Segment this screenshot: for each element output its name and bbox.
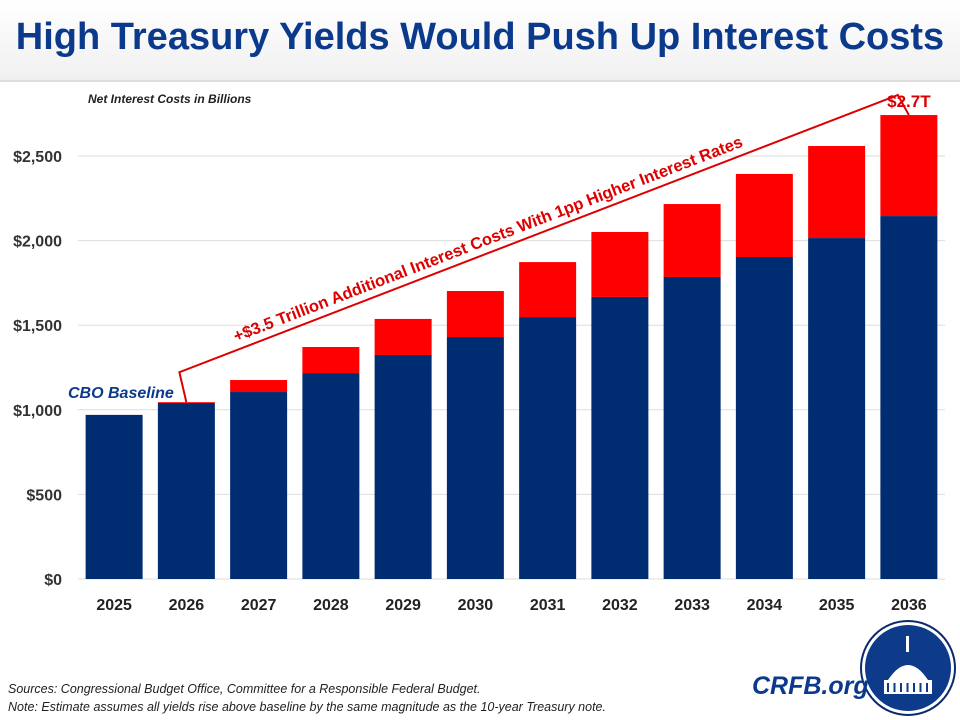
x-tick-label: 2034 bbox=[747, 597, 783, 614]
y-tick-label: $2,500 bbox=[13, 149, 62, 166]
total-label-2036: $2.7T bbox=[887, 92, 931, 111]
bar-additional-2029 bbox=[374, 318, 432, 355]
bar-additional-2035 bbox=[808, 146, 866, 239]
y-tick-label: $500 bbox=[26, 487, 62, 504]
x-tick-label: 2030 bbox=[458, 597, 494, 614]
bar-additional-2030 bbox=[446, 291, 504, 338]
x-tick-label: 2026 bbox=[169, 597, 205, 614]
y-tick-label: $1,000 bbox=[13, 403, 62, 420]
site-link[interactable]: CRFB.org bbox=[752, 672, 869, 700]
y-tick-label: $1,500 bbox=[13, 318, 62, 335]
x-tick-label: 2029 bbox=[385, 597, 421, 614]
bar-additional-2028 bbox=[302, 347, 360, 374]
y-tick-label: $2,000 bbox=[13, 234, 62, 251]
bar-additional-2032 bbox=[591, 231, 649, 297]
bar-baseline-2028 bbox=[302, 373, 360, 579]
bar-baseline-2031 bbox=[519, 317, 577, 579]
x-tick-label: 2033 bbox=[674, 597, 710, 614]
sources-text: Sources: Congressional Budget Office, Co… bbox=[8, 682, 481, 696]
x-tick-label: 2025 bbox=[96, 597, 132, 614]
bar-baseline-2025 bbox=[85, 414, 143, 579]
x-tick-label: 2036 bbox=[891, 597, 927, 614]
chart-subtitle: Net Interest Costs in Billions bbox=[88, 92, 252, 106]
bar-baseline-2035 bbox=[808, 238, 866, 579]
bar-baseline-2029 bbox=[374, 354, 432, 579]
bracket-line bbox=[178, 93, 910, 403]
note-text: Note: Estimate assumes all yields rise a… bbox=[8, 700, 606, 714]
bar-additional-2033 bbox=[663, 204, 721, 277]
bar-baseline-2027 bbox=[230, 392, 288, 579]
x-tick-label: 2031 bbox=[530, 597, 566, 614]
bar-additional-2027 bbox=[230, 380, 288, 393]
bar-baseline-2032 bbox=[591, 296, 649, 579]
x-tick-label: 2035 bbox=[819, 597, 855, 614]
x-tick-label: 2028 bbox=[313, 597, 349, 614]
bar-baseline-2026 bbox=[157, 403, 215, 579]
bar-additional-2031 bbox=[519, 262, 577, 318]
x-tick-label: 2027 bbox=[241, 597, 277, 614]
bar-additional-2026 bbox=[157, 402, 215, 404]
bar-baseline-2030 bbox=[446, 337, 504, 579]
bar-baseline-2033 bbox=[663, 276, 721, 579]
bar-baseline-2034 bbox=[735, 257, 793, 579]
crfb-capitol-logo bbox=[860, 620, 956, 716]
y-tick-label: $0 bbox=[44, 572, 62, 589]
baseline-label: CBO Baseline bbox=[68, 385, 174, 402]
bar-additional-2036 bbox=[880, 115, 938, 217]
x-tick-label: 2032 bbox=[602, 597, 638, 614]
bar-baseline-2036 bbox=[880, 216, 938, 580]
bar-additional-2034 bbox=[735, 173, 793, 258]
chart-title: High Treasury Yields Would Push Up Inter… bbox=[0, 0, 960, 82]
footnotes: Sources: Congressional Budget Office, Co… bbox=[8, 680, 606, 716]
